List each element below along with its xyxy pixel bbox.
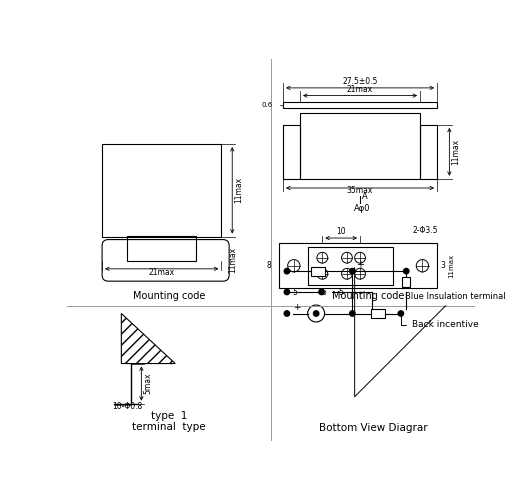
Text: 21max: 21max (347, 85, 373, 94)
Text: 5: 5 (322, 288, 326, 297)
Text: 5: 5 (292, 288, 297, 297)
Bar (102, 144, 222, 237)
Text: Bottom View Diagrar: Bottom View Diagrar (319, 423, 427, 433)
Bar (371, 309, 385, 318)
Text: A: A (362, 192, 368, 201)
Text: 8: 8 (267, 261, 271, 270)
Circle shape (404, 268, 409, 274)
Bar (403, 277, 410, 287)
Bar (300, 113, 420, 179)
Text: Blue Insulation terminal: Blue Insulation terminal (354, 267, 505, 396)
Text: 21max: 21max (149, 267, 175, 277)
Circle shape (314, 311, 319, 316)
Text: +: + (293, 303, 300, 312)
Text: -: - (373, 281, 376, 291)
Text: 27.5±0.5: 27.5±0.5 (342, 77, 378, 86)
Text: 35max: 35max (347, 186, 373, 195)
Text: Mounting code: Mounting code (133, 291, 205, 301)
Circle shape (350, 268, 355, 274)
Text: 11max: 11max (234, 177, 243, 203)
Text: Back incentive: Back incentive (401, 316, 478, 329)
Text: -: - (325, 280, 329, 291)
Circle shape (319, 289, 324, 295)
Text: Aφ0: Aφ0 (354, 204, 370, 213)
Circle shape (284, 289, 289, 295)
Bar (127, 236, 196, 261)
Circle shape (284, 268, 289, 274)
Text: 2-Φ3.5: 2-Φ3.5 (413, 226, 438, 235)
Bar (420, 125, 437, 179)
Text: Mounting code: Mounting code (332, 291, 404, 301)
Bar (311, 266, 325, 276)
Text: 5: 5 (339, 288, 343, 297)
Text: +: + (356, 259, 364, 270)
Bar (283, 102, 437, 108)
Text: 11max: 11max (448, 254, 454, 278)
Text: 3: 3 (440, 261, 445, 270)
Circle shape (398, 311, 404, 316)
Text: 0.6: 0.6 (261, 102, 272, 108)
Text: 11max: 11max (451, 139, 460, 165)
Text: type  1: type 1 (151, 411, 187, 421)
Text: 11max: 11max (229, 248, 238, 273)
Bar (279, 244, 437, 288)
Text: 10: 10 (336, 228, 346, 237)
Circle shape (284, 311, 289, 316)
Circle shape (350, 311, 355, 316)
Bar (283, 125, 300, 179)
Text: terminal  type: terminal type (132, 422, 206, 432)
Text: 5max: 5max (143, 373, 152, 395)
Bar (308, 247, 393, 285)
Text: 10-Φ0.8: 10-Φ0.8 (112, 402, 142, 411)
